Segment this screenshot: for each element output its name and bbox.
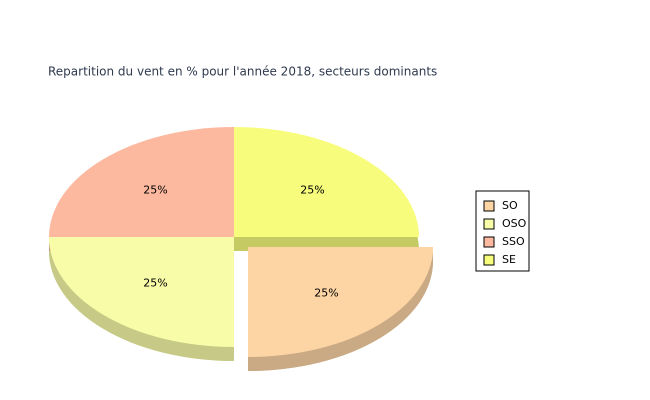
legend-label: SO <box>502 199 518 212</box>
value-label: 25% <box>314 287 338 300</box>
legend-label: SE <box>502 253 516 266</box>
slice <box>49 127 234 237</box>
slice <box>248 247 433 357</box>
slice <box>49 237 234 347</box>
chart-title: Repartition du vent en % pour l'année 20… <box>48 65 437 79</box>
legend-label: OSO <box>502 217 527 230</box>
legend: SO OSO SSO SE <box>483 199 527 266</box>
legend-swatch <box>483 218 495 230</box>
legend-swatch <box>483 200 495 212</box>
value-label: 25% <box>300 183 324 196</box>
value-label: 25% <box>143 183 167 196</box>
legend-swatch <box>483 254 495 266</box>
legend-label: SSO <box>502 235 525 248</box>
value-label: 25% <box>143 277 167 290</box>
pie: 25% 25% 25% 25% <box>49 127 433 371</box>
slice-side <box>49 237 234 361</box>
slice-side <box>248 247 433 371</box>
legend-swatch <box>483 236 495 248</box>
slice <box>234 127 419 237</box>
